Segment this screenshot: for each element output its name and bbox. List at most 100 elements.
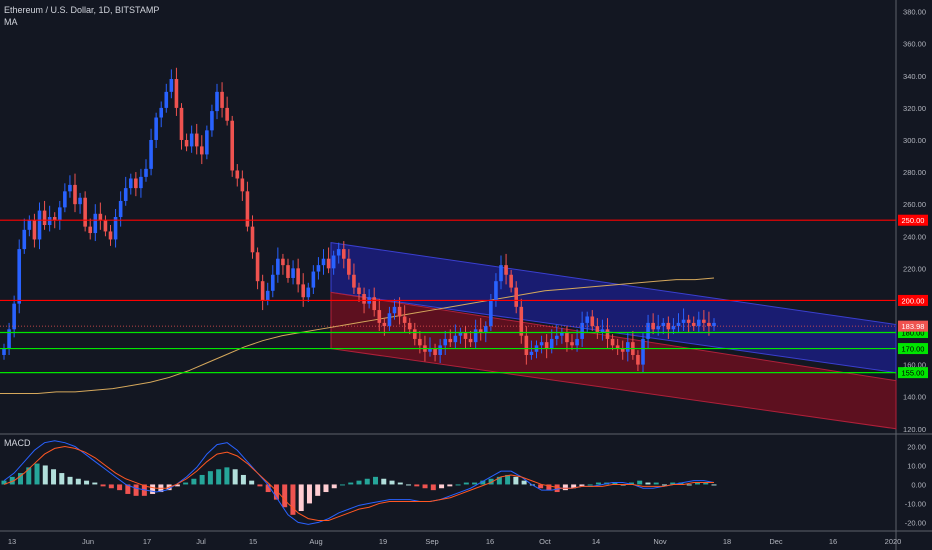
- price-tick-label: 240.00: [903, 232, 926, 241]
- macd-histogram-bar: [232, 469, 238, 485]
- candle-body: [671, 326, 676, 330]
- candle-body: [433, 348, 437, 355]
- candle-body: [595, 326, 600, 333]
- candle-body: [194, 133, 199, 147]
- macd-indicator-label[interactable]: MACD: [4, 438, 31, 448]
- macd-histogram-bar: [92, 482, 98, 485]
- candle-body: [128, 178, 133, 189]
- candle-body: [686, 319, 691, 323]
- candle-body: [184, 139, 189, 147]
- macd-histogram-bar: [595, 482, 601, 485]
- macd-histogram-bar: [298, 484, 304, 512]
- candle-body: [22, 229, 27, 250]
- candle-body: [179, 107, 184, 140]
- macd-histogram-bar: [661, 484, 667, 486]
- macd-histogram-bar: [117, 484, 123, 491]
- candle-body: [27, 220, 32, 230]
- level-tag-label: 180.00: [902, 329, 925, 338]
- candle-body: [326, 258, 331, 269]
- price-tick-label: 140.00: [903, 393, 926, 402]
- macd-histogram-bar: [406, 484, 412, 486]
- macd-histogram-bar: [488, 478, 494, 485]
- candle-body: [610, 338, 615, 346]
- last-price-tag: [898, 320, 928, 332]
- macd-histogram-bar: [703, 482, 709, 485]
- candle-body: [529, 351, 534, 355]
- time-tick-label: Aug: [309, 537, 322, 546]
- candle-body: [691, 322, 696, 327]
- candle-body: [554, 335, 559, 339]
- candle-body: [98, 213, 103, 221]
- candle-body: [458, 332, 463, 336]
- candle-body: [83, 197, 87, 227]
- macd-line: [3, 440, 715, 525]
- macd-tick-label: 20.00: [907, 442, 926, 451]
- time-tick-label: 17: [143, 537, 151, 546]
- candle-body: [321, 258, 326, 266]
- candle-body: [199, 146, 204, 155]
- candle-body: [357, 287, 361, 295]
- candle-body: [215, 91, 219, 112]
- candle-body: [656, 326, 661, 330]
- time-tick-label: Jul: [196, 537, 206, 546]
- price-tick-label: 340.00: [903, 72, 926, 81]
- time-tick-label: Nov: [653, 537, 667, 546]
- candle-body: [93, 213, 98, 234]
- price-tick-label: 360.00: [903, 40, 926, 49]
- time-tick-label: 18: [723, 537, 731, 546]
- candle-body: [17, 249, 22, 304]
- macd-histogram-bar: [323, 484, 329, 493]
- candle-body: [42, 210, 47, 226]
- candle-body: [316, 265, 321, 272]
- candle-body: [478, 329, 483, 333]
- macd-histogram-bar: [282, 484, 288, 508]
- macd-tick-label: -10.00: [905, 499, 926, 508]
- candle-body: [174, 79, 179, 108]
- level-tag-label: 250.00: [902, 216, 925, 225]
- candle-body: [412, 329, 417, 339]
- moving-average-line: [0, 277, 715, 394]
- chart-title: Ethereum / U.S. Dollar, 1D, BITSTAMP: [4, 5, 160, 15]
- candle-body: [397, 306, 402, 317]
- candle-body: [448, 338, 453, 343]
- candle-body: [514, 287, 519, 307]
- ma-indicator-label[interactable]: MA: [4, 17, 18, 27]
- macd-histogram-bar: [513, 476, 519, 485]
- macd-histogram-bar: [9, 476, 15, 485]
- candle-body: [407, 322, 412, 330]
- red-channel: [330, 291, 897, 430]
- candle-body: [230, 120, 235, 171]
- candle-body: [509, 274, 513, 288]
- level-tag: [898, 327, 928, 339]
- candle-body: [88, 226, 93, 234]
- macd-histogram-bar: [356, 480, 362, 485]
- macd-histogram-bar: [381, 478, 387, 485]
- candle-body: [483, 326, 488, 333]
- candle-body: [220, 91, 224, 108]
- price-tick-label: 160.00: [903, 361, 926, 370]
- price-tick-label: 280.00: [903, 168, 926, 177]
- candle-body: [336, 249, 341, 256]
- macd-histogram-bar: [364, 478, 370, 485]
- time-tick-label: 13: [8, 537, 16, 546]
- macd-histogram-bar: [42, 465, 48, 485]
- candle-body: [134, 178, 138, 189]
- candle-body: [580, 322, 584, 339]
- macd-histogram-bar: [562, 484, 568, 491]
- macd-histogram-bar: [133, 484, 139, 496]
- macd-histogram-bar: [51, 469, 57, 485]
- macd-histogram-bar: [26, 467, 32, 485]
- macd-histogram-bar: [224, 467, 230, 485]
- candle-body: [428, 348, 432, 352]
- macd-histogram-bar: [587, 484, 593, 486]
- candle-body: [615, 345, 620, 349]
- level-tag: [898, 294, 928, 306]
- last-price-label: 183.98: [902, 322, 925, 331]
- candle-body: [666, 322, 671, 330]
- level-tag-label: 170.00: [902, 345, 925, 354]
- candle-body: [37, 210, 42, 240]
- price-tick-label: 260.00: [903, 200, 926, 209]
- candle-body: [108, 231, 113, 240]
- candle-body: [123, 188, 128, 201]
